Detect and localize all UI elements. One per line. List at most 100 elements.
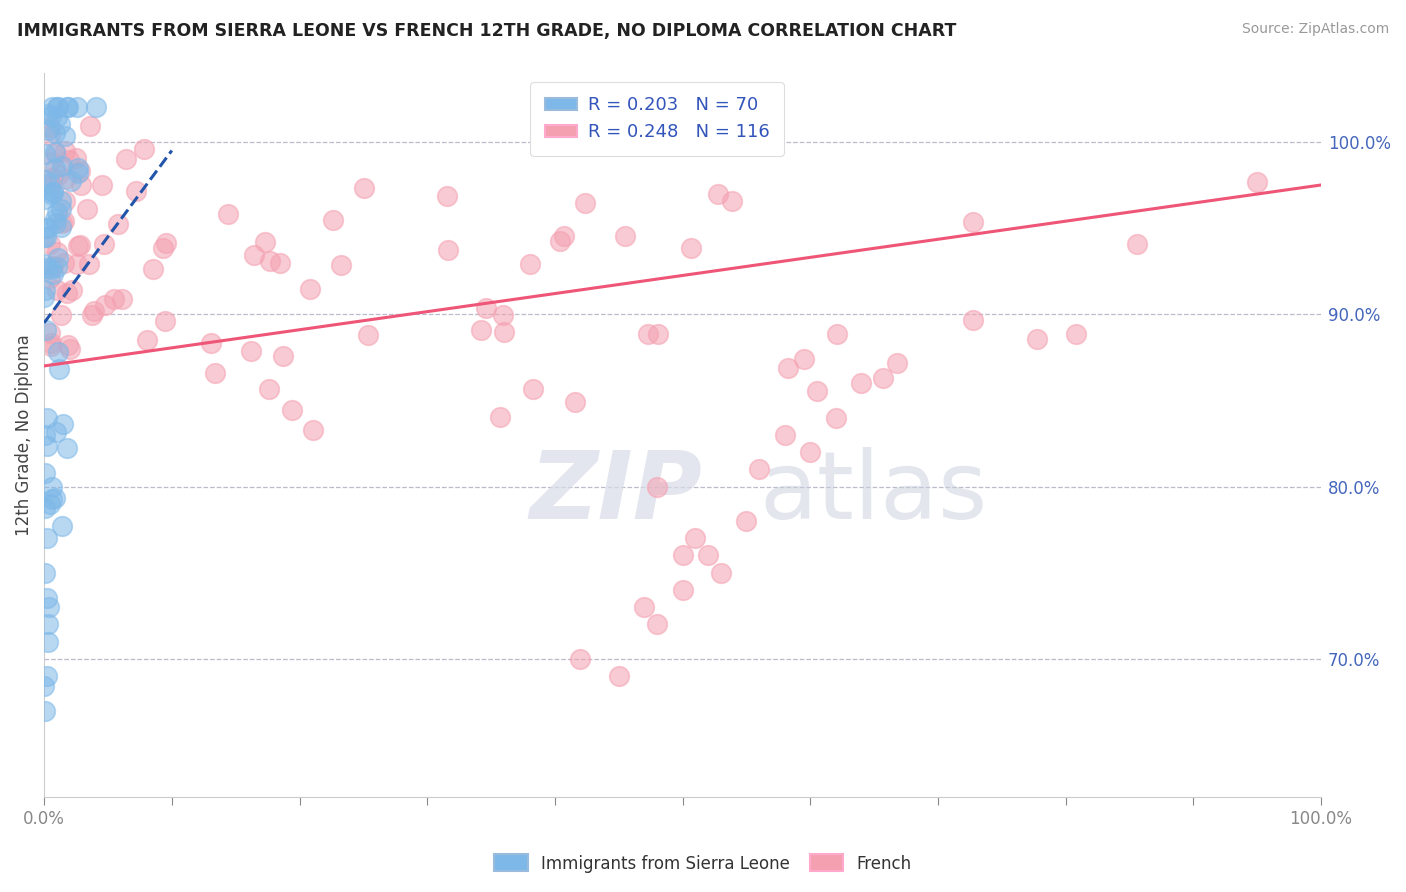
Point	[613, 229, 636, 244]
Point	[37, 123, 59, 137]
Point	[56, 100, 79, 114]
Point	[330, 258, 353, 272]
Point	[522, 382, 544, 396]
Point	[35, 410, 58, 425]
Point	[34, 500, 56, 515]
Point	[645, 479, 668, 493]
Point	[200, 335, 222, 350]
Point	[153, 314, 176, 328]
Point	[569, 652, 592, 666]
Point	[41, 100, 63, 114]
Point	[851, 376, 873, 391]
Point	[69, 178, 91, 192]
Point	[67, 166, 90, 180]
Point	[35, 439, 58, 453]
Point	[44, 211, 66, 226]
Point	[51, 160, 73, 174]
Point	[44, 126, 66, 140]
Point	[39, 120, 62, 134]
Point	[52, 417, 75, 431]
Point	[269, 256, 291, 270]
Legend: Immigrants from Sierra Leone, French: Immigrants from Sierra Leone, French	[488, 847, 918, 880]
Point	[66, 100, 89, 114]
Point	[34, 427, 56, 442]
Point	[39, 155, 62, 169]
Point	[35, 322, 58, 336]
Point	[35, 173, 58, 187]
Point	[1126, 237, 1149, 252]
Point	[46, 100, 69, 114]
Point	[637, 326, 659, 341]
Point	[86, 100, 108, 114]
Point	[492, 309, 515, 323]
Point	[735, 514, 758, 528]
Point	[39, 326, 62, 340]
Point	[42, 185, 65, 199]
Point	[34, 566, 56, 580]
Point	[773, 428, 796, 442]
Point	[76, 202, 98, 216]
Point	[356, 328, 378, 343]
Point	[489, 409, 512, 424]
Point	[152, 241, 174, 255]
Point	[49, 117, 72, 131]
Point	[671, 582, 693, 597]
Point	[49, 194, 72, 208]
Point	[494, 326, 516, 340]
Point	[49, 220, 72, 235]
Point	[204, 367, 226, 381]
Point	[45, 147, 67, 161]
Point	[886, 355, 908, 369]
Point	[53, 194, 76, 208]
Point	[679, 241, 702, 255]
Point	[519, 257, 541, 271]
Point	[45, 216, 67, 230]
Point	[111, 292, 134, 306]
Point	[710, 566, 733, 580]
Point	[52, 256, 75, 270]
Point	[39, 271, 62, 285]
Point	[34, 704, 56, 718]
Point	[56, 441, 79, 455]
Point	[799, 445, 821, 459]
Point	[322, 212, 344, 227]
Point	[299, 282, 322, 296]
Point	[647, 326, 669, 341]
Point	[107, 218, 129, 232]
Point	[436, 189, 458, 203]
Point	[34, 466, 56, 480]
Y-axis label: 12th Grade, No Diploma: 12th Grade, No Diploma	[15, 334, 32, 536]
Point	[35, 221, 58, 235]
Point	[37, 107, 59, 121]
Point	[65, 151, 87, 165]
Point	[436, 243, 458, 257]
Point	[53, 171, 76, 186]
Point	[806, 384, 828, 398]
Point	[41, 491, 63, 506]
Point	[46, 283, 69, 297]
Point	[645, 617, 668, 632]
Point	[37, 634, 59, 648]
Point	[39, 236, 62, 251]
Point	[51, 518, 73, 533]
Point	[633, 600, 655, 615]
Point	[257, 382, 280, 396]
Point	[39, 497, 62, 511]
Point	[41, 267, 63, 281]
Point	[35, 230, 58, 244]
Point	[721, 194, 744, 208]
Legend: R = 0.203   N = 70, R = 0.248   N = 116: R = 0.203 N = 70, R = 0.248 N = 116	[530, 82, 785, 156]
Point	[51, 216, 73, 230]
Point	[46, 110, 69, 124]
Point	[243, 247, 266, 261]
Point	[69, 163, 91, 178]
Point	[58, 342, 80, 356]
Point	[39, 262, 62, 277]
Point	[34, 147, 56, 161]
Point	[553, 228, 575, 243]
Point	[44, 491, 66, 505]
Point	[778, 360, 800, 375]
Point	[470, 323, 492, 337]
Point	[872, 371, 894, 385]
Point	[39, 128, 62, 142]
